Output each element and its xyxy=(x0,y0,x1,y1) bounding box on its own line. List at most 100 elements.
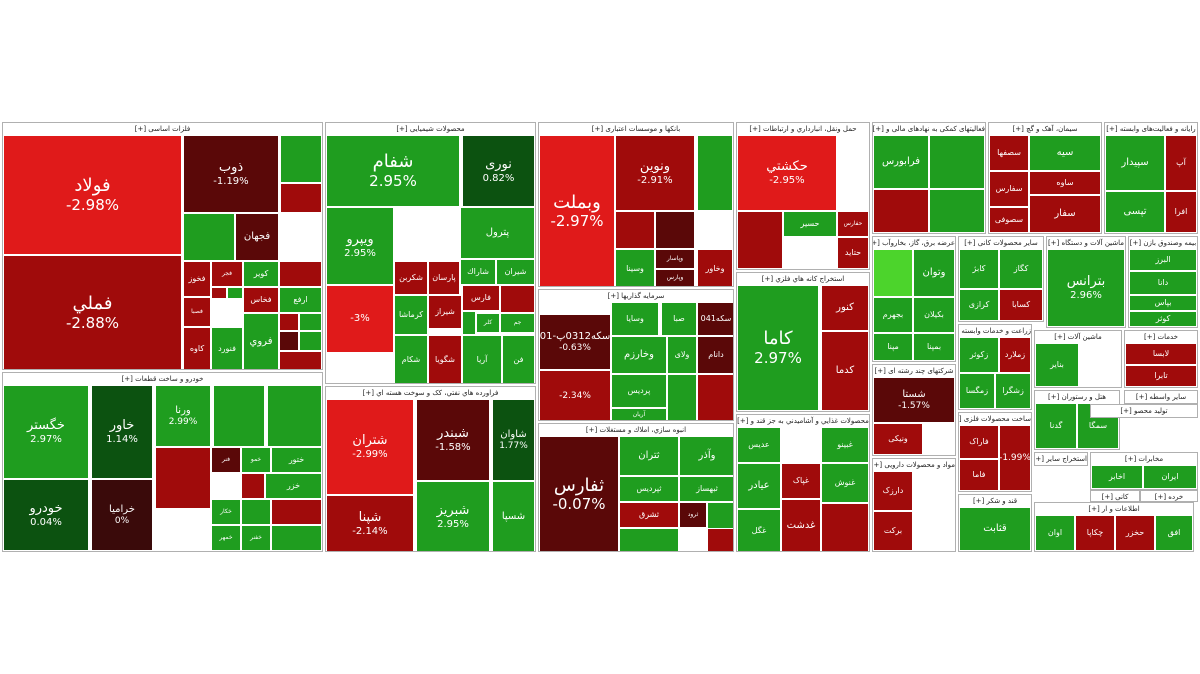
stock-tile[interactable]: فخوز xyxy=(183,261,211,297)
stock-tile[interactable]: سکه041 xyxy=(697,302,733,336)
sector-header[interactable]: محصولات شیمیایی [+] xyxy=(326,123,535,135)
stock-tile[interactable] xyxy=(619,528,679,551)
stock-tile[interactable]: کگاز xyxy=(999,249,1043,289)
stock-tile[interactable]: شتران -2.99% xyxy=(326,399,414,495)
stock-tile[interactable]: شاوان 1.77% xyxy=(492,399,535,481)
minor-stock-tile[interactable] xyxy=(279,313,299,331)
stock-tile[interactable]: وسایا xyxy=(611,302,659,336)
minor-stock-tile[interactable] xyxy=(279,331,299,351)
stock-tile[interactable]: کاوه xyxy=(183,327,211,369)
minor-sector-header[interactable]: کانی [+] xyxy=(1090,490,1140,502)
stock-tile[interactable]: البرز xyxy=(1129,249,1197,271)
minor-sector-header[interactable]: استخراج سایر [+] xyxy=(1034,452,1088,466)
stock-tile[interactable] xyxy=(697,135,733,211)
stock-tile[interactable]: خمو xyxy=(241,447,271,473)
stock-tile[interactable] xyxy=(737,211,783,269)
stock-tile[interactable]: آریان xyxy=(611,408,667,420)
stock-tile[interactable]: خاور 1.14% xyxy=(91,385,153,479)
stock-tile[interactable]: مپنا xyxy=(873,333,913,361)
stock-tile[interactable]: ثتران xyxy=(619,436,679,476)
stock-tile[interactable]: کلر xyxy=(476,313,500,333)
sector-header[interactable]: شرکتهای چند رشته ای [+] xyxy=(873,365,955,377)
stock-tile[interactable]: فنر xyxy=(211,447,241,473)
minor-stock-tile[interactable] xyxy=(241,499,271,525)
stock-tile[interactable]: بنایر xyxy=(1035,343,1079,387)
minor-stock-tile[interactable] xyxy=(299,331,322,351)
stock-tile[interactable]: ذوب -1.19% xyxy=(183,135,279,213)
stock-tile[interactable]: شسپا xyxy=(492,481,535,551)
minor-stock-tile[interactable] xyxy=(211,287,227,299)
stock-tile[interactable]: کویر xyxy=(243,261,279,287)
stock-tile[interactable]: فاراک xyxy=(959,425,999,459)
stock-tile[interactable]: وخارزم xyxy=(611,336,667,374)
stock-tile[interactable]: جم xyxy=(500,313,535,333)
stock-tile[interactable]: خزر xyxy=(265,473,322,499)
stock-tile[interactable] xyxy=(655,211,695,249)
stock-tile[interactable]: دارزک xyxy=(873,471,913,511)
stock-tile[interactable]: تپسی xyxy=(1105,191,1165,233)
stock-tile[interactable]: فن xyxy=(502,335,535,383)
stock-tile[interactable]: غگل xyxy=(737,509,781,551)
stock-tile[interactable]: فجهان xyxy=(235,213,279,261)
stock-tile[interactable]: اوان xyxy=(1035,515,1075,551)
stock-tile[interactable]: وپارس xyxy=(655,269,695,286)
stock-tile[interactable]: شبندر -1.58% xyxy=(416,399,490,481)
stock-tile[interactable]: دانا xyxy=(1129,271,1197,295)
stock-tile[interactable]: ویپرو 2.95% xyxy=(326,207,394,285)
stock-tile[interactable]: وبملت -2.97% xyxy=(539,135,615,286)
sector-header[interactable]: اطلاعات و ار [+] xyxy=(1035,503,1193,515)
stock-tile[interactable]: زشگرا xyxy=(995,373,1031,409)
stock-tile[interactable]: سیه xyxy=(1029,135,1101,171)
sector-header[interactable]: فعالیتهای کمکی به نهادهای مالی و [+] xyxy=(873,123,985,135)
stock-tile[interactable]: شکام xyxy=(394,335,428,383)
stock-tile[interactable]: فنورد xyxy=(211,327,243,369)
stock-tile[interactable]: افق xyxy=(1155,515,1193,551)
stock-tile[interactable]: شیران xyxy=(496,259,535,285)
stock-tile[interactable] xyxy=(155,447,211,509)
sector-header[interactable]: سایر محصولات کانی [+] xyxy=(959,237,1043,249)
stock-tile[interactable]: بکیلان xyxy=(913,297,955,333)
stock-tile[interactable]: اخابر xyxy=(1091,465,1143,489)
stock-tile[interactable]: کاما 2.97% xyxy=(737,285,819,411)
stock-tile[interactable] xyxy=(213,385,265,447)
stock-tile[interactable]: غنوش xyxy=(821,463,869,503)
stock-tile[interactable]: سفار xyxy=(1029,195,1101,233)
stock-tile[interactable] xyxy=(267,385,322,447)
stock-tile[interactable]: حفارس xyxy=(837,211,869,237)
stock-tile[interactable]: ختور xyxy=(271,447,322,473)
stock-tile[interactable]: فرابورس xyxy=(873,135,929,189)
stock-tile[interactable]: کدما xyxy=(821,331,869,411)
stock-tile[interactable]: قثابت xyxy=(959,507,1031,551)
minor-stock-tile[interactable] xyxy=(241,473,265,499)
sector-header[interactable]: فلزات اساسی [+] xyxy=(3,123,322,135)
stock-tile[interactable]: حکشتي -2.95% xyxy=(737,135,837,211)
stock-tile[interactable] xyxy=(929,189,985,233)
stock-tile[interactable]: خفنر xyxy=(241,525,271,551)
stock-tile[interactable]: حخزر xyxy=(1115,515,1155,551)
sector-header[interactable]: حمل ونقل، انبارداري و ارتباطات [+] xyxy=(737,123,869,135)
stock-tile[interactable]: وتوان xyxy=(913,249,955,297)
stock-tile[interactable]: خودرو 0.04% xyxy=(3,479,89,551)
sector-header[interactable]: مواد و محصولات دارویی [+] xyxy=(873,459,955,471)
stock-tile[interactable]: کرازی xyxy=(959,289,999,321)
stock-tile[interactable]: ثبهساز xyxy=(679,476,733,502)
stock-tile[interactable]: فملي -2.88% xyxy=(3,255,182,369)
sector-header[interactable]: سرمایه گذاریها [+] xyxy=(539,290,733,302)
stock-tile[interactable]: ونوین -2.91% xyxy=(615,135,695,211)
sector-header[interactable]: هتل و رستوران [+] xyxy=(1035,391,1119,403)
stock-tile[interactable] xyxy=(280,183,322,213)
stock-tile[interactable]: -1.99% xyxy=(999,425,1031,491)
stock-tile[interactable]: کابژ xyxy=(959,249,999,289)
stock-tile[interactable] xyxy=(279,261,322,287)
stock-tile[interactable]: فخاس xyxy=(243,287,279,313)
minor-stock-tile[interactable] xyxy=(279,351,322,369)
minor-stock-tile[interactable] xyxy=(667,374,697,420)
stock-tile[interactable]: حتاید xyxy=(837,237,869,269)
stock-tile[interactable]: کنور xyxy=(821,285,869,331)
sector-header[interactable]: قند و شکر [+] xyxy=(959,495,1031,507)
sector-header[interactable]: محصولات غذايي و آشاميدني به جز قند و [+] xyxy=(737,415,869,427)
minor-stock-tile[interactable] xyxy=(271,499,322,525)
stock-tile[interactable]: -2.34% xyxy=(539,370,611,420)
stock-tile[interactable]: نوری 0.82% xyxy=(462,135,535,207)
stock-tile[interactable]: خرامیا 0% xyxy=(91,479,153,551)
